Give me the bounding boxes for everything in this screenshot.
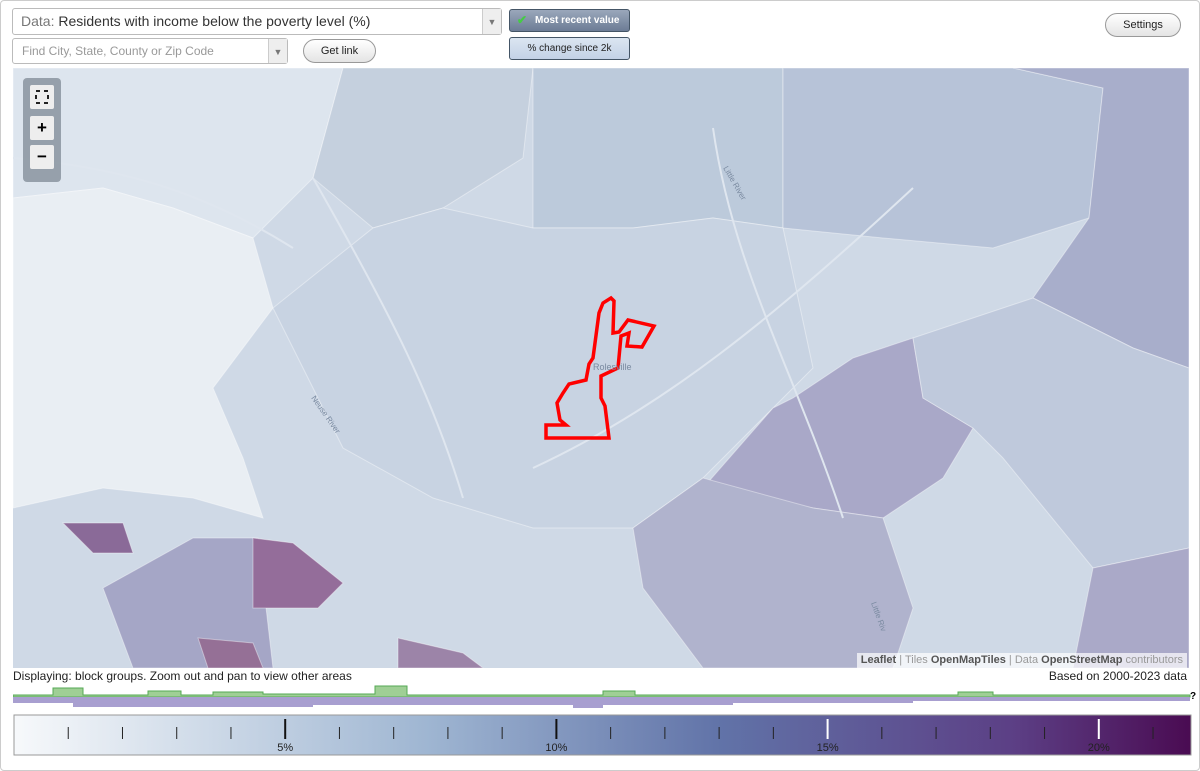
histogram: ?	[13, 685, 1196, 708]
map[interactable]: Rolesville Little River Neuse River Litt…	[13, 68, 1189, 668]
zoom-in-button[interactable]	[30, 116, 54, 140]
place-label: Rolesville	[593, 362, 632, 372]
dropdown-arrow: ▼	[268, 39, 287, 63]
data-prefix: Data:	[21, 13, 55, 29]
get-link-button[interactable]: Get link	[303, 39, 376, 63]
mode-recent-button[interactable]: ✔ Most recent value	[509, 9, 630, 32]
displaying-text: Displaying: block groups. Zoom out and p…	[13, 669, 352, 683]
search-placeholder: Find City, State, County or Zip Code	[22, 44, 214, 58]
legend-scale: 5% 10% 15% 20%	[13, 714, 1192, 756]
search-box[interactable]: Find City, State, County or Zip Code ▼	[12, 38, 288, 64]
attribution-link[interactable]: OpenMapTiles	[930, 654, 1006, 666]
color-ramp	[13, 714, 1192, 756]
roads	[13, 127, 914, 519]
tick-label: 10%	[545, 742, 567, 754]
zoom-out-button[interactable]	[30, 145, 54, 169]
data-value: Residents with income below the poverty …	[58, 13, 371, 29]
attribution-text: contributors	[1125, 654, 1183, 666]
zoom-out-icon: −	[37, 147, 47, 166]
region	[61, 522, 134, 554]
mode-change-button[interactable]: % change since 2k	[509, 37, 630, 60]
attribution-link[interactable]: Leaflet	[860, 654, 897, 666]
region	[13, 187, 274, 519]
region	[702, 337, 974, 519]
tick-label: 5%	[277, 742, 293, 754]
based-on-text: Based on 2000-2023 data	[1048, 669, 1187, 683]
region	[782, 68, 1104, 249]
attribution: Leaflet | Tiles OpenMapTiles | Data Open…	[856, 653, 1187, 668]
region	[397, 637, 484, 668]
region	[532, 68, 784, 229]
tick-label: 15%	[817, 742, 839, 754]
histogram-bars	[13, 697, 1190, 708]
attribution-text: Data	[1014, 654, 1039, 666]
zoom-control: + −	[23, 78, 61, 182]
region	[252, 537, 344, 609]
settings-button[interactable]: Settings	[1105, 13, 1181, 37]
region	[1072, 547, 1189, 668]
regions	[13, 68, 1189, 668]
data-select[interactable]: Data: Residents with income below the po…	[12, 8, 502, 35]
check-icon: ✔	[517, 13, 528, 27]
fullscreen-button[interactable]	[30, 85, 54, 109]
region	[632, 477, 914, 668]
selected-boundary	[544, 295, 657, 440]
region	[197, 637, 264, 668]
attribution-text: Tiles	[904, 654, 928, 666]
attribution-link[interactable]: OpenStreetMap	[1041, 654, 1123, 666]
histogram-bars	[13, 685, 1191, 698]
tick-label: 20%	[1088, 742, 1110, 754]
mode-recent-label: Most recent value	[535, 15, 620, 26]
dropdown-arrow: ▼	[482, 9, 501, 34]
help-icon[interactable]: ?	[1190, 691, 1196, 702]
fullscreen-icon	[35, 90, 49, 104]
zoom-in-icon: +	[37, 118, 47, 137]
